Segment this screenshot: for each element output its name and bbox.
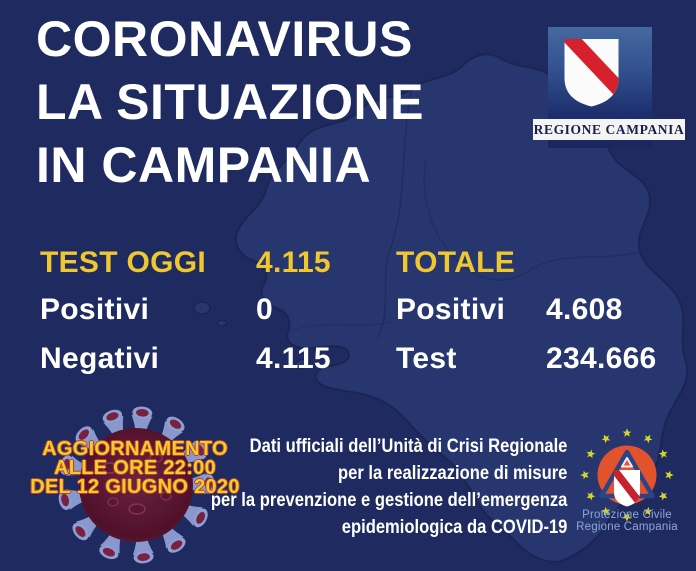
update-timestamp: AGGIORNAMENTO ALLE ORE 22:00 DEL 12 GIUG… bbox=[28, 438, 242, 498]
coronavirus-icon bbox=[56, 405, 215, 565]
protezione-civile-emblem bbox=[580, 428, 674, 522]
positivi-oggi-value: 0 bbox=[256, 293, 273, 326]
source-line-1: Dati ufficiali dell’Unità di Crisi Regio… bbox=[249, 435, 567, 457]
positivi-totale-label: Positivi bbox=[396, 293, 506, 326]
test-oggi-value: 4.115 bbox=[256, 246, 331, 279]
test-totale-value: 234.666 bbox=[546, 342, 657, 375]
totale-label: TOTALE bbox=[396, 246, 516, 279]
source-line-2: per la realizzazione di misure bbox=[337, 462, 567, 484]
title-line-3: IN CAMPANIA bbox=[36, 137, 372, 193]
logo-caption: REGIONE CAMPANIA bbox=[533, 121, 685, 137]
source-note: Dati ufficiali dell’Unità di Crisi Regio… bbox=[211, 433, 567, 541]
campania-shield-icon bbox=[564, 39, 619, 107]
negativi-oggi-value: 4.115 bbox=[256, 342, 331, 375]
negativi-oggi-label: Negativi bbox=[40, 342, 160, 375]
pc-caption-line-2: Regione Campania bbox=[576, 520, 678, 533]
source-line-3: per la prevenzione e gestione dell’emerg… bbox=[210, 489, 567, 511]
test-oggi-label: TEST OGGI bbox=[40, 246, 207, 279]
page-title: CORONAVIRUS LA SITUAZIONE IN CAMPANIA bbox=[36, 8, 424, 197]
update-line-3: DEL 12 GIUGNO 2020 bbox=[30, 476, 240, 498]
pc-caption-line-1: Protezione Civile bbox=[582, 509, 672, 521]
test-totale-label: Test bbox=[396, 342, 457, 375]
protezione-civile-caption: Protezione Civile Regione Campania bbox=[565, 509, 689, 533]
regione-campania-logo: REGIONE CAMPANIA bbox=[533, 20, 685, 148]
title-line-2: LA SITUAZIONE bbox=[36, 74, 424, 130]
title-line-1: CORONAVIRUS bbox=[36, 11, 413, 67]
logo-caption-strip: REGIONE CAMPANIA bbox=[533, 119, 685, 140]
positivi-totale-value: 4.608 bbox=[546, 293, 623, 326]
positivi-oggi-label: Positivi bbox=[40, 293, 150, 326]
update-line-2: ALLE ORE 22:00 bbox=[53, 457, 217, 479]
source-line-4: epidemiologica da COVID-19 bbox=[341, 516, 567, 538]
update-line-1: AGGIORNAMENTO bbox=[42, 438, 228, 460]
